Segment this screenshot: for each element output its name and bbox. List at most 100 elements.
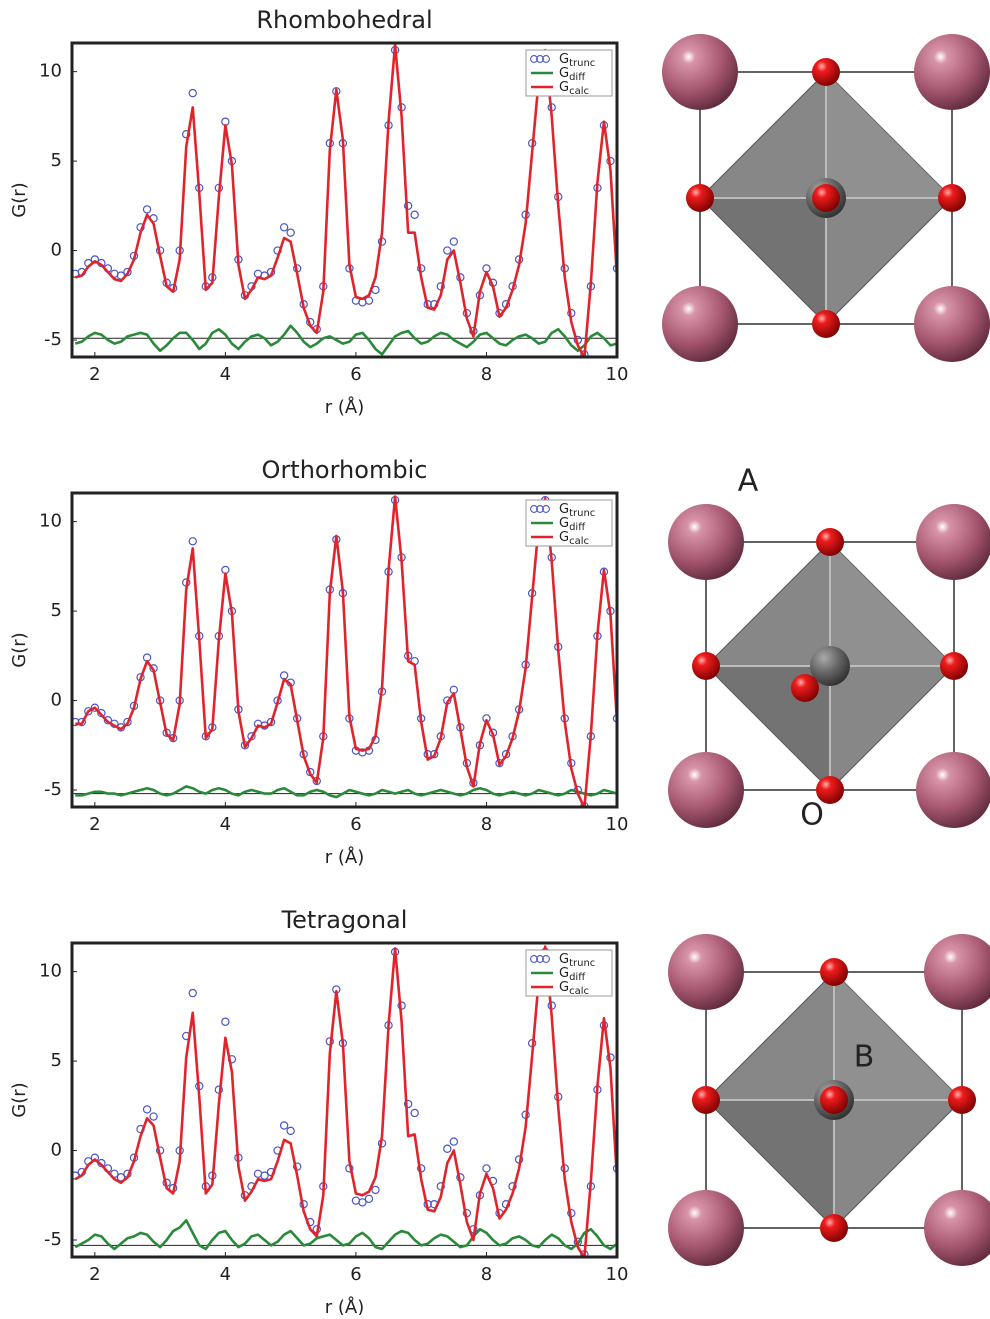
x-tick-label: 10 <box>606 814 629 835</box>
series-line <box>74 945 617 1257</box>
a-atom <box>916 504 990 580</box>
octahedron-face <box>826 72 952 198</box>
y-tick-label: 5 <box>51 150 62 171</box>
data-point <box>612 264 617 273</box>
x-tick-label: 4 <box>220 364 231 385</box>
series-line <box>74 1219 617 1251</box>
legend-marker <box>536 955 544 963</box>
y-axis-label: G(r) <box>9 1082 30 1117</box>
plot-area <box>72 43 617 357</box>
data-point <box>286 1126 295 1136</box>
y-tick-label: -5 <box>44 329 62 350</box>
legend-marker <box>542 55 550 63</box>
legend-label: Gcalc <box>559 80 589 98</box>
x-tick-label: 6 <box>350 814 361 835</box>
legend-label-sub: calc <box>569 986 589 997</box>
x-tick-label: 8 <box>481 814 492 835</box>
plot-frame <box>70 941 619 1259</box>
x-tick-label: 6 <box>350 1264 361 1285</box>
data-point <box>403 1099 413 1109</box>
o-atom <box>816 776 844 804</box>
legend-label: Gtrunc <box>559 502 595 520</box>
a-atom <box>924 934 990 1010</box>
structures <box>662 34 990 1266</box>
o-atom <box>938 184 966 212</box>
a-atom <box>914 34 990 110</box>
data-point <box>221 1017 230 1026</box>
data-point <box>443 1144 452 1153</box>
legend-label-sub: trunc <box>569 508 595 519</box>
a-atom <box>668 752 744 828</box>
o-atom <box>948 1086 976 1114</box>
legend-label-base: G <box>559 966 569 981</box>
x-tick-label: 4 <box>220 1264 231 1285</box>
plot-frame <box>70 491 619 809</box>
legend-label-sub: diff <box>569 72 586 83</box>
series-line <box>74 324 617 356</box>
legend-marker <box>536 505 544 513</box>
data-point <box>182 130 191 139</box>
data-point <box>77 717 86 727</box>
data-point <box>449 237 459 246</box>
data-point <box>123 717 132 727</box>
chart-title: Orthorhombic <box>262 456 428 484</box>
legend-label: Gcalc <box>559 530 589 548</box>
series-line <box>75 785 617 799</box>
o-atom <box>686 184 714 212</box>
structure-label: B <box>854 1040 875 1075</box>
legend-label-sub: calc <box>569 536 589 547</box>
data-point <box>410 210 419 219</box>
data-point <box>410 1108 419 1118</box>
y-tick-label: 10 <box>39 61 62 82</box>
y-tick-label: 5 <box>51 1050 62 1071</box>
a-atom <box>916 752 990 828</box>
data-point <box>364 296 374 305</box>
o-atom <box>812 310 840 338</box>
data-point <box>116 1173 126 1182</box>
data-point <box>612 714 617 723</box>
o-atom <box>812 58 840 86</box>
data-point <box>90 1153 100 1162</box>
series-line <box>74 43 617 357</box>
legend-marker <box>542 955 550 963</box>
data-point <box>358 1198 367 1207</box>
structure-label: A <box>738 464 759 499</box>
y-tick-label: -5 <box>44 1229 62 1250</box>
x-tick-label: 2 <box>89 814 100 835</box>
legend-label-sub: calc <box>569 86 589 97</box>
data-point <box>84 707 93 716</box>
data-point <box>142 1105 152 1114</box>
data-point <box>371 1185 380 1195</box>
x-tick-label: 10 <box>606 364 629 385</box>
x-tick-label: 2 <box>89 1264 100 1285</box>
a-atom <box>924 1190 990 1266</box>
legend-label-sub: diff <box>569 522 586 533</box>
o-atom <box>820 1214 848 1242</box>
data-point <box>403 201 413 211</box>
data-point <box>188 537 197 546</box>
o-atom <box>940 652 968 680</box>
x-axis-label: r (Å) <box>325 846 364 868</box>
octahedron-face <box>706 1100 834 1228</box>
a-atom <box>668 1190 744 1266</box>
x-axis-label: r (Å) <box>325 1296 364 1315</box>
legend-label-base: G <box>559 66 569 81</box>
octahedron-face <box>700 198 826 324</box>
data-point <box>142 205 152 214</box>
a-atom <box>668 934 744 1010</box>
a-atom <box>662 286 738 362</box>
legend-marker <box>530 505 538 513</box>
y-tick-label: 0 <box>51 1140 62 1161</box>
x-tick-label: 4 <box>220 814 231 835</box>
x-tick-label: 2 <box>89 364 100 385</box>
o-atom <box>692 652 720 680</box>
data-point <box>482 1164 491 1173</box>
data-point <box>72 717 80 727</box>
legend-label: Gtrunc <box>559 52 595 70</box>
y-axis-label: G(r) <box>9 182 30 217</box>
data-point <box>286 228 295 237</box>
data-point <box>149 1112 158 1121</box>
y-tick-label: 5 <box>51 600 62 621</box>
legend-label: Gdiff <box>559 66 586 84</box>
